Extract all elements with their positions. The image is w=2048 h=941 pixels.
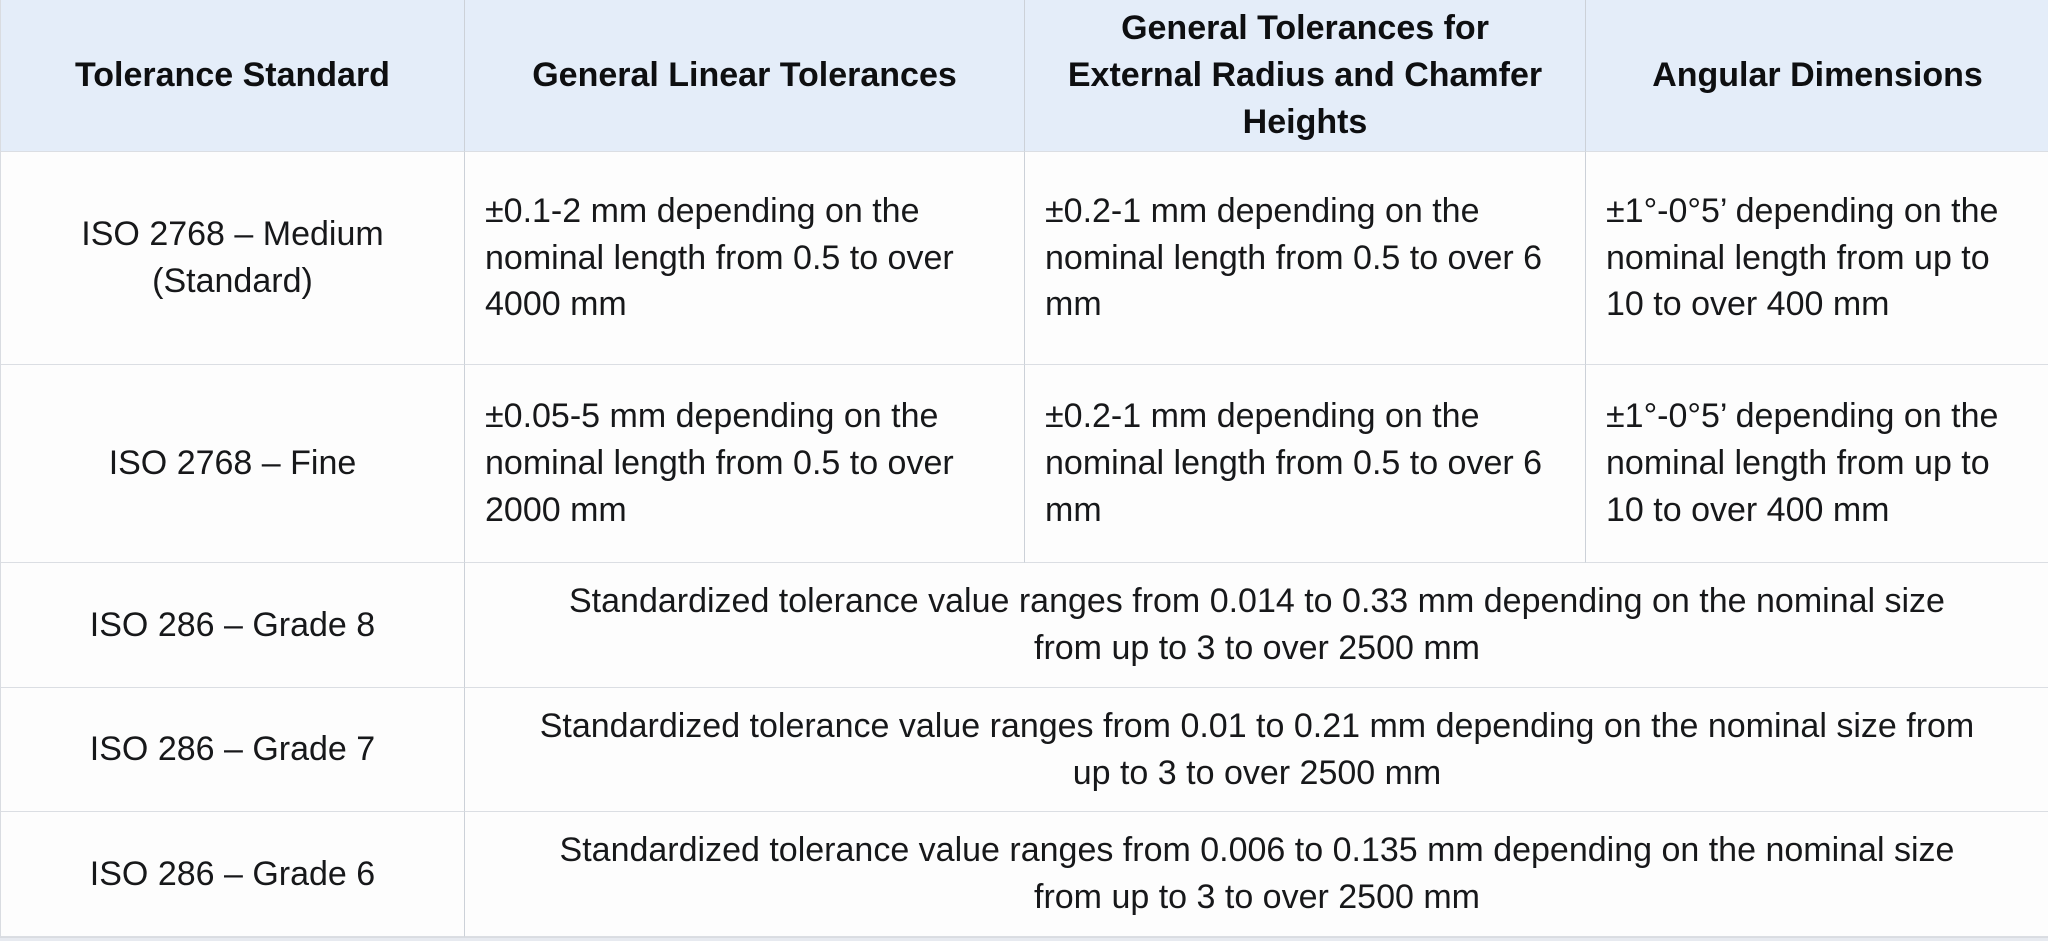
header-radius-chamfer-tolerances: General Tolerances for External Radius a… (1025, 0, 1586, 152)
cell-standard-iso286-grade8: ISO 286 – Grade 8 (1, 563, 465, 688)
header-tolerance-standard: Tolerance Standard (1, 0, 465, 152)
header-general-linear-tolerances: General Linear Tolerances (465, 0, 1025, 152)
cell-radius-iso2768-fine: ±0.2-1 mm depending on the nominal lengt… (1025, 365, 1586, 563)
partial-next-row-strip (0, 937, 2048, 941)
cell-standard-iso2768-medium: ISO 2768 – Medium (Standard) (1, 152, 465, 365)
cell-span-iso286-grade7: Standardized tolerance value ranges from… (465, 688, 2048, 812)
cell-span-iso286-grade6: Standardized tolerance value ranges from… (465, 812, 2048, 937)
cell-linear-iso2768-medium: ±0.1-2 mm depending on the nominal lengt… (465, 152, 1025, 365)
cell-angular-iso2768-fine: ±1°-0°5’ depending on the nominal length… (1586, 365, 2048, 563)
cell-linear-iso2768-fine: ±0.05-5 mm depending on the nominal leng… (465, 365, 1025, 563)
cell-angular-iso2768-medium: ±1°-0°5’ depending on the nominal length… (1586, 152, 2048, 365)
cell-standard-iso286-grade6: ISO 286 – Grade 6 (1, 812, 465, 937)
cell-standard-iso286-grade7: ISO 286 – Grade 7 (1, 688, 465, 812)
cell-standard-iso2768-fine: ISO 2768 – Fine (1, 365, 465, 563)
cell-radius-iso2768-medium: ±0.2-1 mm depending on the nominal lengt… (1025, 152, 1586, 365)
header-angular-dimensions: Angular Dimensions (1586, 0, 2048, 152)
cell-span-iso286-grade8: Standardized tolerance value ranges from… (465, 563, 2048, 688)
